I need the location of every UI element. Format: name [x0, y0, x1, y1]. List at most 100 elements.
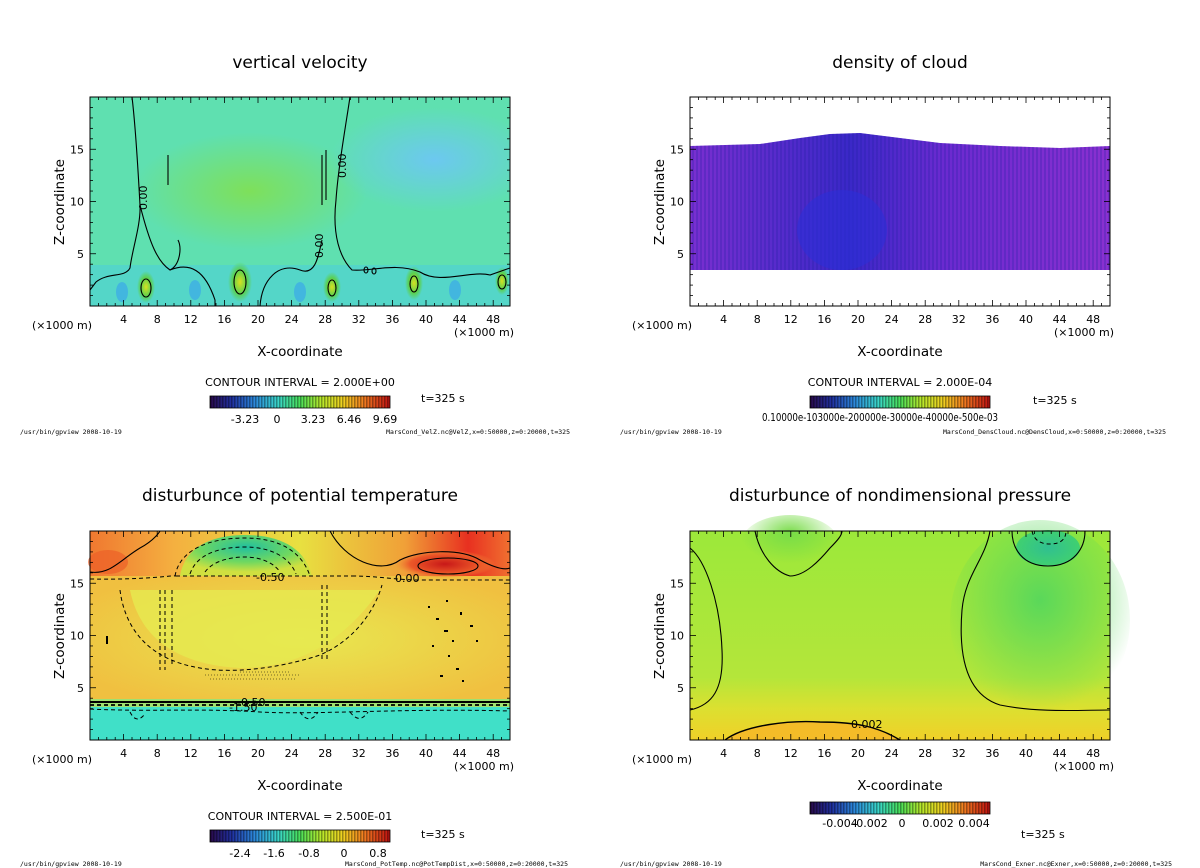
y-tick-label: 15 — [70, 143, 84, 156]
contour-label: -1.50 — [229, 701, 257, 714]
x-tick-label: 24 — [285, 747, 299, 760]
x-axis-label: X-coordinate — [257, 344, 342, 360]
colorbar-tick: 0 — [899, 817, 906, 830]
x-tick-label: 32 — [952, 313, 966, 326]
x-tick-label: 40 — [419, 313, 433, 326]
x-tick-label: 4 — [720, 313, 727, 326]
chart-title: density of cloud — [832, 53, 968, 73]
footer-right: MarsCond_DensCloud.nc@DensCloud,x=0:5000… — [943, 428, 1166, 436]
x-tick-label: 12 — [784, 313, 798, 326]
x-tick-label: 20 — [851, 313, 865, 326]
plot-area: 0.00 0.00 0.00 — [89, 96, 511, 307]
x-tick-label: 8 — [154, 747, 161, 760]
x-tick-label: 8 — [754, 747, 761, 760]
colorbar-tick: 0.004 — [958, 817, 990, 830]
panel-vertical-velocity: vertical velocity — [20, 53, 570, 436]
y-axis: 5 10 15 — [670, 96, 1110, 307]
y-tick-label: 10 — [670, 630, 684, 643]
x-tick-label: 12 — [184, 313, 198, 326]
x-tick-label: 16 — [217, 313, 231, 326]
x-tick-label: 4 — [120, 747, 127, 760]
x-unit-left: (×1000 m) — [632, 753, 692, 766]
x-tick-label: 48 — [486, 747, 500, 760]
footer-right: MarsCond_VelZ.nc@VelZ,x=0:50000,z=0:2000… — [386, 428, 570, 436]
x-tick-label: 28 — [318, 313, 332, 326]
footer-right: MarsCond_Exner.nc@Exner,x=0:50000,z=0:20… — [980, 860, 1172, 868]
colorbar-tick: -0.8 — [298, 847, 319, 860]
x-tick-label: 24 — [885, 313, 899, 326]
colorbar: 0.10000e-103000e-200000e-30000e-40000e-5… — [762, 395, 998, 424]
y-tick-label: 5 — [77, 248, 84, 261]
x-unit-left: (×1000 m) — [632, 319, 692, 332]
x-axis: 4 8 12 16 20 24 28 32 36 40 44 48 — [689, 531, 1111, 760]
contour-label: 0.00 — [313, 234, 326, 259]
panel-nondimensional-pressure: disturbunce of nondimensional pressure 0… — [620, 486, 1172, 868]
x-tick-label: 44 — [1053, 313, 1067, 326]
plot-area: 0.002 — [689, 515, 1130, 741]
colorbar-tick: -0.004 — [822, 817, 857, 830]
x-tick-label: 44 — [453, 747, 467, 760]
chart-title: vertical velocity — [232, 53, 367, 73]
x-unit-left: (×1000 m) — [32, 319, 92, 332]
y-axis-label: Z-coordinate — [652, 159, 668, 245]
x-tick-label: 40 — [419, 747, 433, 760]
colorbar-tick: 6.46 — [337, 413, 362, 426]
x-axis: 4 8 12 16 20 24 28 32 36 40 44 48 — [689, 97, 1111, 326]
plot-area — [689, 96, 1111, 307]
x-tick-label: 36 — [385, 313, 399, 326]
colorbar: -3.23 0 3.23 6.46 9.69 — [209, 395, 398, 426]
x-tick-label: 32 — [952, 747, 966, 760]
colorbar-tick: 9.69 — [373, 413, 398, 426]
y-tick-label: 15 — [670, 577, 684, 590]
colorbar-tick: -2.4 — [229, 847, 250, 860]
x-tick-label: 48 — [1086, 313, 1100, 326]
colorbar-tick: 0.002 — [922, 817, 954, 830]
x-tick-label: 32 — [352, 747, 366, 760]
colorbar-tick: 3.23 — [301, 413, 326, 426]
y-tick-label: 5 — [677, 248, 684, 261]
contour-interval: CONTOUR INTERVAL = 2.500E-01 — [208, 810, 392, 823]
x-unit-right: (×1000 m) — [454, 760, 514, 773]
x-tick-label: 36 — [985, 313, 999, 326]
contour-label: 0.002 — [851, 718, 883, 731]
y-tick-label: 5 — [677, 682, 684, 695]
time-label: t=325 s — [421, 828, 465, 841]
panel-potential-temperature: disturbunce of potential temperature — [20, 486, 568, 868]
footer-right: MarsCond_PotTemp.nc@PotTempDist,x=0:5000… — [345, 860, 568, 868]
contour-label: -0.50 — [256, 571, 284, 584]
footer-left: /usr/bin/gpview 2008-10-19 — [20, 428, 122, 436]
time-label: t=325 s — [1021, 828, 1065, 841]
y-axis-label: Z-coordinate — [52, 593, 68, 679]
colorbar-tick: -3.23 — [231, 413, 259, 426]
y-axis: 5 10 15 — [70, 96, 510, 307]
x-tick-label: 48 — [1086, 747, 1100, 760]
x-axis: 4 8 12 16 20 24 28 32 36 40 44 48 — [89, 97, 511, 326]
contour-label: 0.00 — [137, 186, 150, 211]
x-tick-label: 20 — [851, 747, 865, 760]
x-tick-label: 24 — [885, 747, 899, 760]
y-axis-label: Z-coordinate — [652, 593, 668, 679]
x-tick-label: 48 — [486, 313, 500, 326]
x-axis: 4 8 12 16 20 24 28 32 36 40 44 48 — [89, 531, 511, 760]
x-tick-label: 16 — [217, 747, 231, 760]
x-tick-label: 28 — [318, 747, 332, 760]
x-axis-label: X-coordinate — [857, 778, 942, 794]
colorbar-tick: 0 — [274, 413, 281, 426]
x-unit-right: (×1000 m) — [1054, 760, 1114, 773]
x-unit-right: (×1000 m) — [454, 326, 514, 339]
y-axis: 5 10 15 — [670, 530, 1110, 741]
x-tick-label: 16 — [817, 747, 831, 760]
x-tick-label: 12 — [184, 747, 198, 760]
footer-left: /usr/bin/gpview 2008-10-19 — [620, 860, 722, 868]
x-tick-label: 32 — [352, 313, 366, 326]
footer-left: /usr/bin/gpview 2008-10-19 — [620, 428, 722, 436]
x-tick-label: 20 — [251, 313, 265, 326]
y-tick-label: 15 — [70, 577, 84, 590]
colorbar-tick: -0.002 — [852, 817, 887, 830]
time-label: t=325 s — [1033, 394, 1077, 407]
contour-interval: CONTOUR INTERVAL = 2.000E+00 — [205, 376, 395, 389]
y-tick-label: 5 — [77, 682, 84, 695]
x-unit-right: (×1000 m) — [1054, 326, 1114, 339]
y-tick-label: 10 — [70, 630, 84, 643]
